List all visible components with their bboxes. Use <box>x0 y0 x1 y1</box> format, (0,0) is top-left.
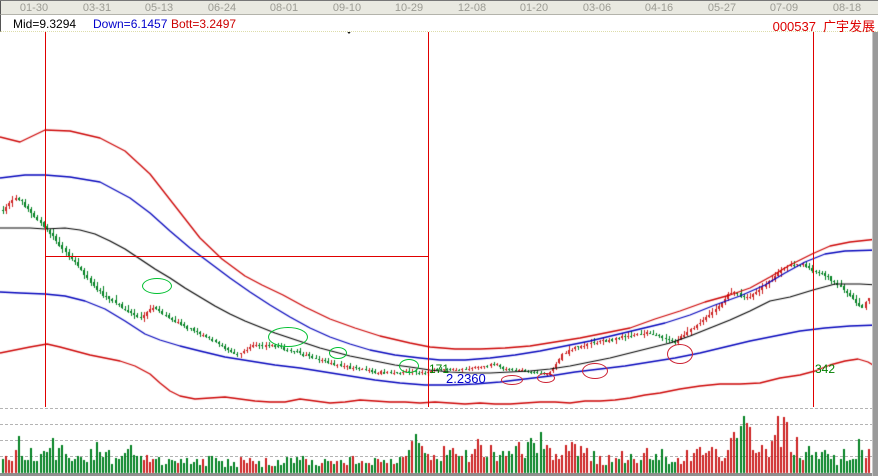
date-label: 05-13 <box>144 2 174 14</box>
date-label: 03-31 <box>82 2 112 14</box>
crosshair-vline-mid[interactable] <box>428 32 429 407</box>
indicator-down-label: Down=6.1457 <box>93 17 168 31</box>
date-label: 12-08 <box>457 2 487 14</box>
date-label: 10-29 <box>394 2 424 14</box>
highlight-ellipse-red <box>667 344 693 364</box>
stock-code: 000537 <box>772 19 816 34</box>
date-label: 01-30 <box>19 2 49 14</box>
indicator-bar: Mid=9.3294 Down=6.1457 Bott=3.2497 00053… <box>0 15 878 35</box>
cursor-price-label: 2.2360 <box>446 371 486 386</box>
highlight-ellipse-red <box>582 363 608 379</box>
date-label: 03-06 <box>582 2 612 14</box>
date-label: 09-10 <box>332 2 362 14</box>
date-axis: 01-30 03-31 05-13 06-24 08-01 09-10 10-2… <box>0 1 878 15</box>
stock-name: 广宇发展 <box>822 19 875 34</box>
date-label: 01-20 <box>519 2 549 14</box>
indicator-bott-label: Bott=3.2497 <box>171 17 237 31</box>
highlight-ellipse-green <box>268 327 308 347</box>
highlight-ellipse-green <box>329 347 347 359</box>
date-label: 05-27 <box>707 2 737 14</box>
stock-title: 000537 广宇发展 <box>773 16 875 35</box>
date-label: 07-09 <box>769 2 799 14</box>
highlight-ellipse-red <box>501 375 523 385</box>
highlight-ellipse-red <box>537 373 555 383</box>
date-label: 08-18 <box>832 2 862 14</box>
crosshair-vline-right[interactable] <box>813 32 814 407</box>
date-label: 08-01 <box>269 2 299 14</box>
date-label: 04-16 <box>644 2 674 14</box>
scrollbar[interactable] <box>872 32 878 476</box>
bar-count-left-label: 171 <box>429 362 450 376</box>
indicator-mid-label: Mid=9.3294 <box>13 17 77 31</box>
crosshair-hline[interactable] <box>45 256 429 257</box>
bar-count-right-label: 342 <box>815 362 836 376</box>
date-label: 06-24 <box>207 2 237 14</box>
highlight-ellipse-green <box>142 278 172 294</box>
crosshair-vline-left[interactable] <box>45 32 46 407</box>
highlight-ellipse-green <box>399 359 419 373</box>
